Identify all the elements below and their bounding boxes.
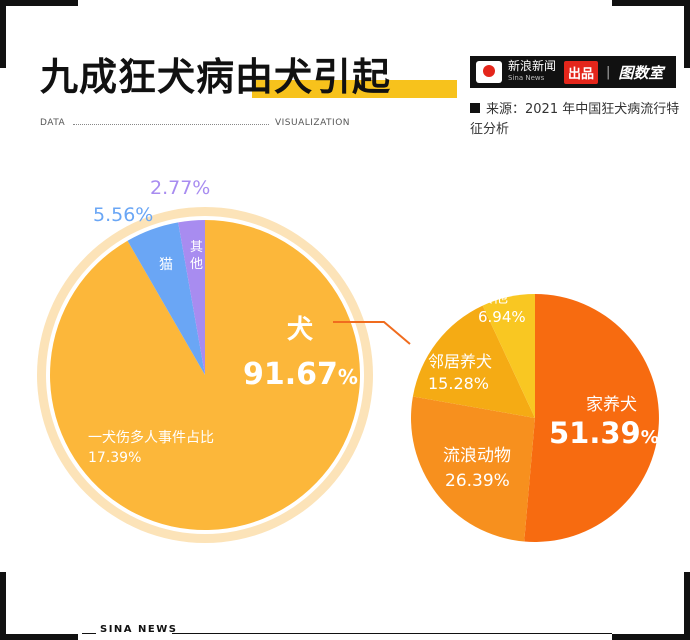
sina-logo-icon — [476, 61, 502, 83]
footer-label: SINA NEWS — [100, 624, 178, 635]
label-other1-char1: 其 — [190, 240, 203, 255]
label-dog: 犬 — [287, 315, 314, 345]
slice-cat — [127, 222, 205, 375]
corner-top-left-v — [0, 0, 6, 68]
slice-home-dog — [524, 294, 659, 542]
corner-top-left-h — [0, 0, 78, 6]
brand-lab: 图数室 — [618, 63, 664, 82]
value-stray: 26.39% — [445, 471, 510, 491]
brand-name-en: Sina News — [508, 74, 545, 82]
value-other1: 2.77% — [150, 177, 210, 199]
slice-neighbor — [412, 305, 535, 418]
header-left-label: DATA — [40, 118, 66, 128]
value-home-dog-number: 51.39 — [549, 416, 641, 450]
corner-top-right-h — [612, 0, 690, 6]
label-other1-char2: 他 — [190, 257, 203, 272]
footer-line-left — [82, 633, 96, 634]
value-neighbor: 15.28% — [428, 374, 489, 393]
header-dotted-line — [73, 124, 269, 125]
header-right-label: VISUALIZATION — [275, 118, 351, 128]
label-other1: 其他 — [190, 240, 203, 272]
brand-separator: | — [606, 64, 611, 80]
label-stray: 流浪动物 — [443, 446, 511, 466]
label-cat: 猫 — [159, 257, 173, 273]
corner-bottom-right-v — [684, 572, 690, 640]
label-home-dog: 家养犬 — [586, 395, 637, 415]
page-title: 九成狂犬病由犬引起 — [40, 54, 391, 100]
slice-dog — [50, 220, 361, 530]
corner-bottom-left-h — [0, 634, 78, 640]
brand-badge: 新浪新闻 Sina News 出品 | 图数室 — [470, 56, 676, 88]
label-multi-injury: 一犬伤多人事件占比 — [88, 429, 214, 446]
brand-name: 新浪新闻 Sina News — [508, 60, 556, 84]
label-neighbor: 邻居养犬 — [428, 352, 492, 371]
connector-line — [333, 321, 411, 345]
chart-labels: 犬 91.67% 猫 5.56% 其他 2.77% 一犬伤多人事件占比 17.3… — [88, 177, 659, 491]
label-other2: 其他 — [478, 288, 508, 306]
value-home-dog-unit: % — [641, 427, 659, 448]
pie-chart-1 — [37, 207, 373, 543]
value-multi-injury: 17.39% — [88, 450, 141, 466]
brand-badge-label: 出品 — [564, 60, 599, 84]
value-dog-number: 91.67 — [243, 357, 338, 392]
corner-bottom-left-v — [0, 572, 6, 640]
source-note: 来源：2021 年中国狂犬病流行特征分析 — [470, 100, 680, 140]
pie-chart-2 — [411, 294, 659, 542]
title-part2: 由犬引起 — [235, 55, 392, 99]
value-dog: 91.67% — [243, 357, 358, 392]
slice-other1 — [178, 220, 205, 375]
source-text: 来源：2021 年中国狂犬病流行特征分析 — [470, 102, 680, 137]
slice-other2 — [482, 294, 535, 418]
value-other2: 6.94% — [478, 308, 526, 326]
footer-line-right — [172, 633, 612, 634]
corner-bottom-right-h — [612, 634, 690, 640]
slice-stray — [411, 396, 535, 542]
title-part1: 九成狂犬病 — [40, 55, 236, 99]
square-bullet-icon — [470, 103, 480, 113]
corner-top-right-v — [684, 0, 690, 68]
value-dog-unit: % — [338, 365, 358, 389]
value-cat: 5.56% — [93, 204, 153, 226]
title-highlight — [252, 80, 457, 98]
brand-name-cn: 新浪新闻 — [508, 59, 557, 73]
value-home-dog: 51.39% — [549, 416, 659, 450]
